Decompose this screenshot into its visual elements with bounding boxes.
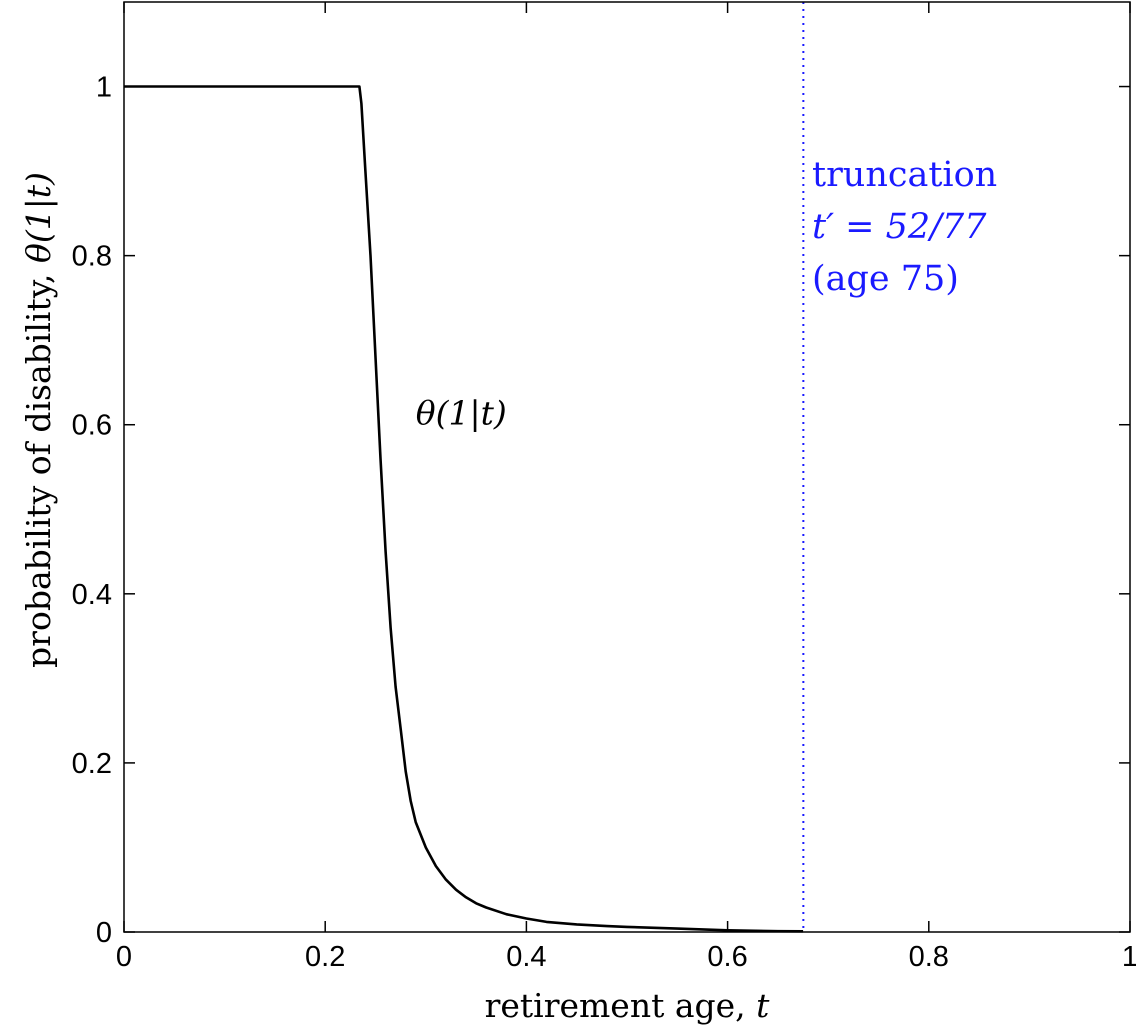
x-tick-label: 0.4: [506, 941, 546, 973]
x-axis-label: retirement age, t: [485, 986, 771, 1025]
curve-label: θ(1|t): [416, 394, 507, 433]
x-tick-label: 0.6: [707, 941, 747, 973]
y-tick-label: 0.6: [72, 410, 112, 442]
x-tick-label: 1: [1122, 941, 1136, 973]
truncation-label-line-2: t′ = 52/77: [812, 207, 987, 247]
series-line: [124, 85, 804, 933]
x-tick-label: 0.2: [305, 941, 345, 973]
x-tick-label: 0: [116, 941, 132, 973]
y-tick-label: 1: [96, 72, 112, 104]
y-tick-label: 0.4: [72, 579, 112, 611]
x-tick-label: 0.8: [909, 941, 949, 973]
y-tick-label: 0.8: [72, 241, 112, 273]
y-tick-label: 0: [96, 917, 112, 949]
y-axis-label: probability of disability, θ(1|t): [19, 172, 58, 668]
truncation-label-line-3: (age 75): [812, 259, 959, 299]
y-tick-label: 0.2: [72, 748, 112, 780]
plot-frame: [123, 1, 1131, 933]
truncation-label-line-1: truncation: [812, 155, 997, 195]
